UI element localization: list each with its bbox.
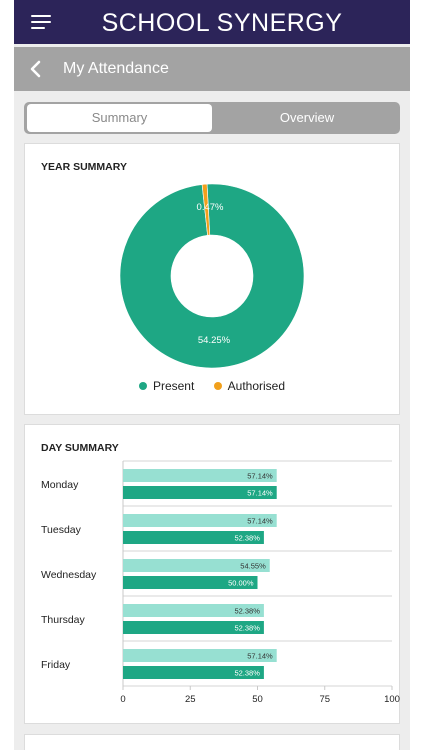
bar-value-label: 57.14% (247, 489, 273, 498)
legend-label-present: Present (152, 379, 195, 393)
view-segmented-control: Summary Overview (24, 102, 400, 134)
day-summary-bar-chart: 0 25 50 75 100 57.14% 57.14% 54.55% 52.38% 57.14%… (120, 460, 400, 705)
bar-friday-series-1 (123, 649, 277, 662)
legend-item-present: Present (138, 379, 195, 393)
day-label-monday: Monday (41, 479, 79, 491)
x-tick-label: 75 (319, 694, 330, 705)
app-screen: SCHOOL SYNERGY My Attendance Summary Ove… (14, 0, 410, 750)
bar-thursday-series-1 (123, 604, 264, 617)
top-app-bar: SCHOOL SYNERGY (14, 0, 410, 44)
day-label-tuesday: Tuesday (41, 524, 81, 536)
day-summary-card: DAY SUMMARY Monday Tuesday Wednesday Thu… (24, 424, 400, 724)
donut-slice-present (119, 183, 305, 369)
day-label-wednesday: Wednesday (41, 569, 97, 581)
day-label-thursday: Thursday (41, 614, 85, 626)
brand-logo: SCHOOL SYNERGY (101, 9, 343, 37)
bar-value-label: 52.38% (234, 534, 260, 543)
x-tick-label: 50 (252, 694, 263, 705)
bar-monday-series-1 (123, 469, 277, 482)
present-percent-label: 54.25% (197, 335, 231, 346)
year-summary-title: YEAR SUMMARY (41, 161, 127, 173)
bar-value-label: 50.00% (228, 579, 254, 588)
bar-wednesday-series-2 (123, 576, 258, 589)
authorised-percent-label: 0.47% (196, 202, 224, 213)
next-card (24, 734, 400, 750)
day-summary-title: DAY SUMMARY (41, 442, 119, 454)
bar-value-label: 57.14% (247, 652, 273, 661)
hamburger-menu-icon[interactable] (31, 15, 51, 30)
legend-swatch-present (138, 382, 147, 390)
page-header: My Attendance (14, 47, 410, 91)
bar-value-label: 54.55% (240, 562, 266, 571)
donut-slice-authorised (201, 183, 211, 236)
bar-value-label: 52.38% (234, 669, 260, 678)
day-label-friday: Friday (41, 659, 71, 671)
bar-value-label: 57.14% (247, 472, 273, 481)
bar-wednesday-series-1 (123, 559, 270, 572)
bar-friday-series-2 (123, 666, 264, 679)
bar-value-label: 52.38% (234, 624, 260, 633)
bar-tuesday-series-2 (123, 531, 264, 544)
x-tick-label: 100 (384, 694, 400, 705)
bar-thursday-series-2 (123, 621, 264, 634)
x-tick-label: 25 (185, 694, 196, 705)
year-summary-card: YEAR SUMMARY 0.47% 54.25% Present Author… (24, 143, 400, 415)
bar-tuesday-series-1 (123, 514, 277, 527)
bar-value-label: 52.38% (234, 607, 260, 616)
year-summary-donut-chart (119, 183, 305, 369)
chevron-left-icon[interactable] (28, 59, 44, 79)
tab-summary[interactable]: Summary (27, 104, 212, 132)
legend-label-authorised: Authorised (227, 379, 286, 393)
bar-monday-series-2 (123, 486, 277, 499)
bar-value-label: 57.14% (247, 517, 273, 526)
tab-overview[interactable]: Overview (279, 110, 335, 125)
legend-swatch-authorised (213, 382, 222, 390)
year-summary-legend: Present Authorised (25, 379, 399, 393)
legend-item-authorised: Authorised (213, 379, 286, 393)
page-title: My Attendance (63, 60, 169, 77)
x-tick-label: 0 (120, 694, 125, 705)
